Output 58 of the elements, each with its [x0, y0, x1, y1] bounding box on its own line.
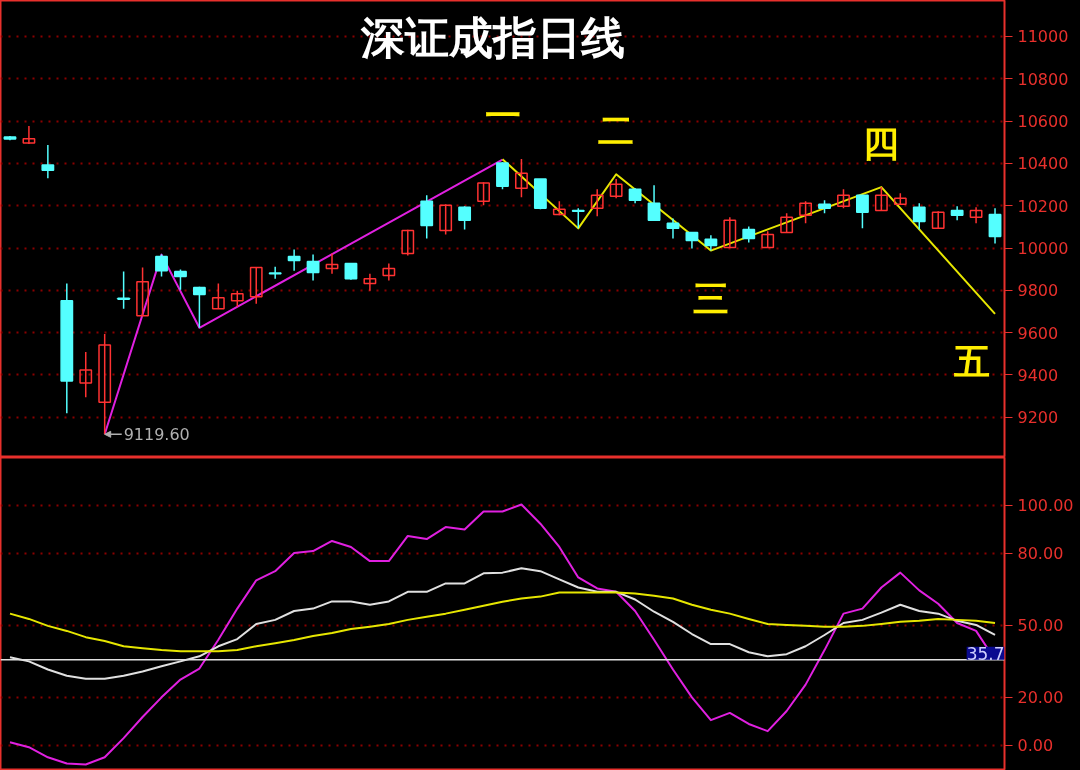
candlestick [117, 270, 131, 310]
ref-line-label: 35.7 [966, 643, 1005, 664]
y-tick-label: 10800 [1017, 69, 1069, 89]
candlestick [136, 266, 150, 317]
candlestick [988, 207, 1002, 245]
candlestick [969, 206, 983, 225]
y-tick-label: 50.00 [1017, 616, 1064, 636]
candlestick [799, 200, 813, 225]
candlestick [249, 266, 263, 305]
candlestick [79, 351, 93, 398]
y-tick-label: 10000 [1017, 239, 1069, 259]
chart-title: 深证成指日线 [359, 11, 625, 63]
candlestick [515, 158, 528, 199]
candlestick [155, 253, 168, 278]
y-tick-label: 9600 [1017, 323, 1059, 343]
candlestick [22, 125, 36, 145]
candlestick [837, 188, 850, 210]
y-tick-label: 11000 [1017, 27, 1069, 47]
candlestick [41, 144, 55, 179]
data-label: 一 [484, 95, 521, 137]
candlestick [211, 282, 225, 310]
y-tick-label: 100.00 [1017, 496, 1074, 516]
candlestick [439, 203, 453, 236]
candlestick [192, 286, 206, 329]
candlestick [912, 202, 926, 231]
y-tick-label: 10400 [1017, 154, 1069, 174]
candlestick [647, 184, 661, 222]
candlestick [780, 212, 794, 234]
y-tick-label: 9800 [1017, 281, 1059, 301]
data-label: 四 [863, 123, 900, 165]
y-tick-label: 20.00 [1017, 688, 1064, 708]
candlestick [382, 262, 396, 282]
candlestick [268, 265, 282, 280]
candlestick [306, 253, 320, 282]
y-tick-label: 9400 [1017, 365, 1059, 385]
candlestick [363, 272, 377, 292]
data-label: 三 [692, 278, 729, 319]
data-label: 9119.60 [123, 425, 190, 445]
candlestick [477, 181, 490, 207]
y-tick-label: 10200 [1017, 196, 1069, 216]
candlestick [174, 268, 187, 291]
y-tick-label: 80.00 [1017, 544, 1064, 564]
candlestick [458, 205, 472, 231]
candlestick [325, 252, 339, 275]
data-label: 二 [598, 110, 635, 152]
candlestick [401, 228, 415, 257]
candlestick [723, 216, 737, 249]
candlestick [496, 161, 509, 190]
candlestick [931, 210, 945, 230]
candlestick [590, 188, 604, 218]
data-label: 五 [954, 341, 991, 383]
y-tick-label: 0.00 [1017, 736, 1054, 756]
candlestick [287, 248, 301, 272]
candlestick [609, 178, 623, 200]
y-tick-label: 9200 [1017, 408, 1059, 428]
candlestick [874, 186, 888, 212]
candlestick [855, 194, 869, 230]
y-tick-label: 10600 [1017, 112, 1069, 132]
